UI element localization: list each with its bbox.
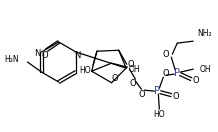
Text: OH: OH [199, 65, 211, 74]
Text: O: O [129, 79, 136, 88]
Text: O: O [163, 69, 170, 78]
Text: HO: HO [153, 110, 165, 119]
Text: O: O [163, 50, 170, 59]
Text: O: O [111, 74, 118, 83]
Text: P: P [154, 86, 160, 96]
Text: OH: OH [129, 65, 140, 74]
Text: O: O [138, 90, 145, 99]
Text: O: O [173, 92, 180, 101]
Text: NH₂: NH₂ [197, 29, 212, 38]
Text: N: N [74, 51, 80, 60]
Text: O: O [41, 51, 48, 60]
Text: H₂N: H₂N [4, 55, 19, 65]
Text: O: O [193, 76, 199, 85]
Text: O: O [127, 60, 134, 69]
Text: HO: HO [79, 66, 91, 75]
Text: P: P [174, 68, 180, 78]
Text: N: N [34, 48, 41, 58]
